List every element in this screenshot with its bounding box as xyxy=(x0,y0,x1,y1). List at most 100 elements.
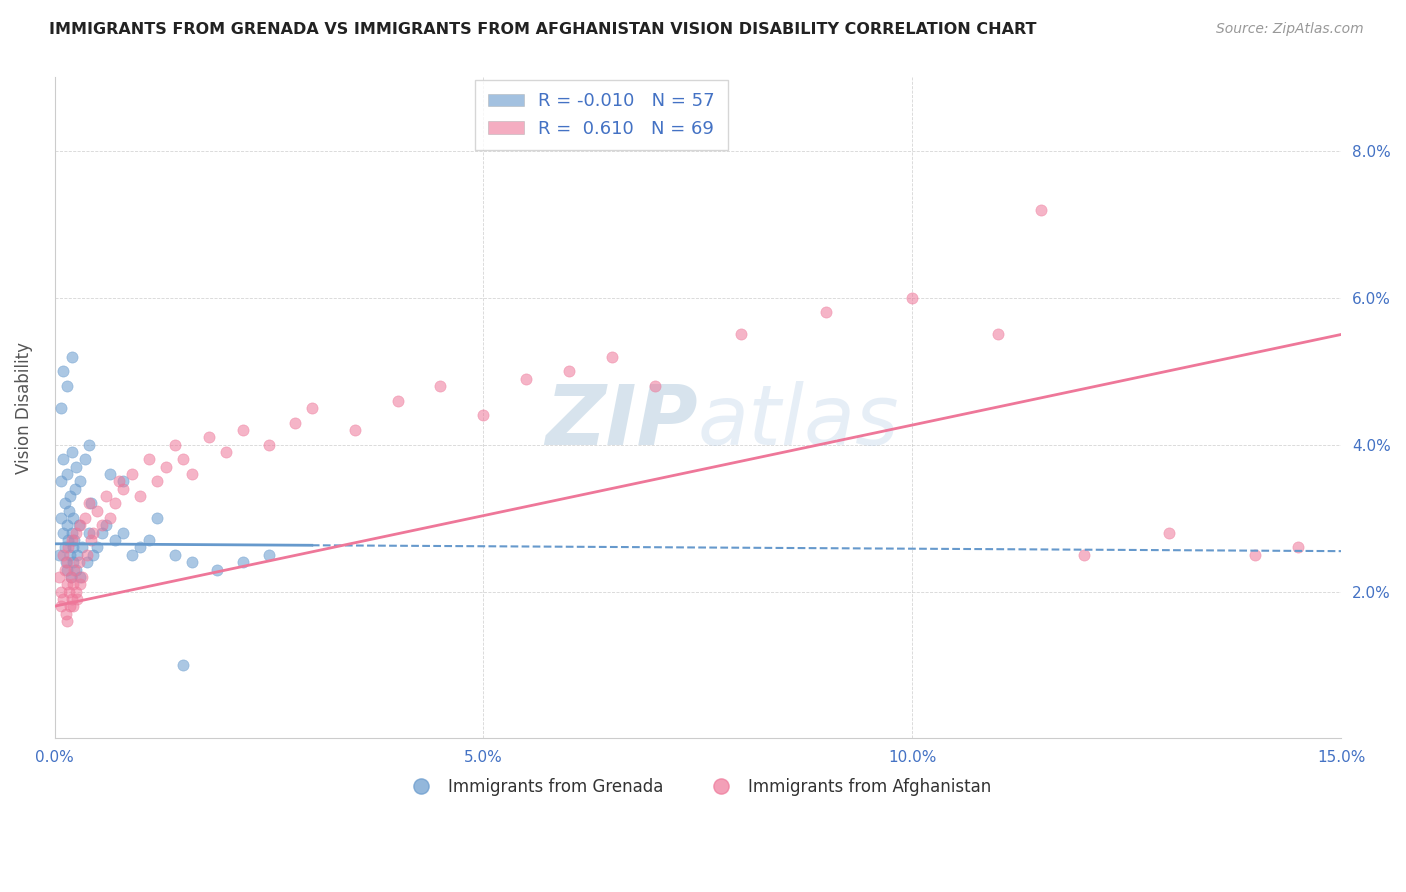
Point xyxy=(600,350,623,364)
Point xyxy=(55,577,77,591)
Point xyxy=(163,437,186,451)
Point xyxy=(69,570,91,584)
Point xyxy=(53,496,76,510)
Point xyxy=(138,533,160,548)
Point xyxy=(387,393,409,408)
Point xyxy=(103,496,125,510)
Point xyxy=(121,548,143,562)
Text: atlas: atlas xyxy=(697,381,900,462)
Point xyxy=(59,489,82,503)
Point xyxy=(52,548,75,562)
Point xyxy=(257,548,280,562)
Point xyxy=(73,511,96,525)
Point xyxy=(98,511,121,525)
Point xyxy=(52,452,75,467)
Point xyxy=(60,525,83,540)
Point xyxy=(129,541,152,555)
Point xyxy=(558,364,581,378)
Point xyxy=(67,518,90,533)
Point xyxy=(49,599,72,614)
Point xyxy=(51,401,73,415)
Point xyxy=(90,525,112,540)
Point xyxy=(56,555,79,569)
Point xyxy=(180,467,202,481)
Point xyxy=(58,541,80,555)
Point xyxy=(58,533,80,548)
Point xyxy=(429,379,451,393)
Point xyxy=(60,591,83,606)
Point xyxy=(65,562,87,576)
Point xyxy=(66,591,89,606)
Point xyxy=(55,607,77,621)
Point xyxy=(1073,548,1095,562)
Point xyxy=(129,489,152,503)
Point xyxy=(51,584,73,599)
Text: IMMIGRANTS FROM GRENADA VS IMMIGRANTS FROM AFGHANISTAN VISION DISABILITY CORRELA: IMMIGRANTS FROM GRENADA VS IMMIGRANTS FR… xyxy=(49,22,1036,37)
Point xyxy=(730,327,752,342)
Point xyxy=(56,379,79,393)
Point xyxy=(51,475,73,489)
Point xyxy=(207,562,229,576)
Point xyxy=(112,525,135,540)
Point xyxy=(66,548,89,562)
Point xyxy=(146,475,169,489)
Point xyxy=(103,533,125,548)
Point xyxy=(146,511,169,525)
Point xyxy=(58,584,80,599)
Point xyxy=(52,525,75,540)
Point xyxy=(62,541,84,555)
Point xyxy=(62,599,84,614)
Point xyxy=(82,525,104,540)
Legend: Immigrants from Grenada, Immigrants from Afghanistan: Immigrants from Grenada, Immigrants from… xyxy=(398,772,998,803)
Point xyxy=(48,548,70,562)
Point xyxy=(112,475,135,489)
Point xyxy=(79,496,101,510)
Point xyxy=(1244,548,1267,562)
Point xyxy=(69,518,91,533)
Point xyxy=(67,555,90,569)
Point xyxy=(94,518,117,533)
Point xyxy=(63,562,86,576)
Point xyxy=(232,423,254,437)
Point xyxy=(48,570,70,584)
Point xyxy=(172,657,194,672)
Point xyxy=(65,584,87,599)
Point xyxy=(77,437,100,451)
Point xyxy=(198,430,221,444)
Point xyxy=(53,541,76,555)
Point xyxy=(515,371,537,385)
Point xyxy=(77,496,100,510)
Point xyxy=(86,504,108,518)
Point xyxy=(62,511,84,525)
Point xyxy=(62,577,84,591)
Point xyxy=(73,452,96,467)
Point xyxy=(98,467,121,481)
Point xyxy=(69,475,91,489)
Point xyxy=(138,452,160,467)
Point xyxy=(56,562,79,576)
Point xyxy=(472,409,495,423)
Point xyxy=(62,555,84,569)
Point xyxy=(63,482,86,496)
Point xyxy=(108,475,131,489)
Point xyxy=(52,591,75,606)
Point xyxy=(76,555,98,569)
Point xyxy=(56,614,79,628)
Point xyxy=(49,511,72,525)
Point xyxy=(284,416,307,430)
Point xyxy=(60,445,83,459)
Point xyxy=(987,327,1010,342)
Text: Source: ZipAtlas.com: Source: ZipAtlas.com xyxy=(1216,22,1364,37)
Point xyxy=(215,445,238,459)
Point xyxy=(86,541,108,555)
Point xyxy=(301,401,323,415)
Point xyxy=(55,555,77,569)
Point xyxy=(60,350,83,364)
Point xyxy=(52,364,75,378)
Point xyxy=(69,577,91,591)
Text: ZIP: ZIP xyxy=(546,381,697,462)
Point xyxy=(56,467,79,481)
Point xyxy=(90,518,112,533)
Point xyxy=(257,437,280,451)
Point xyxy=(180,555,202,569)
